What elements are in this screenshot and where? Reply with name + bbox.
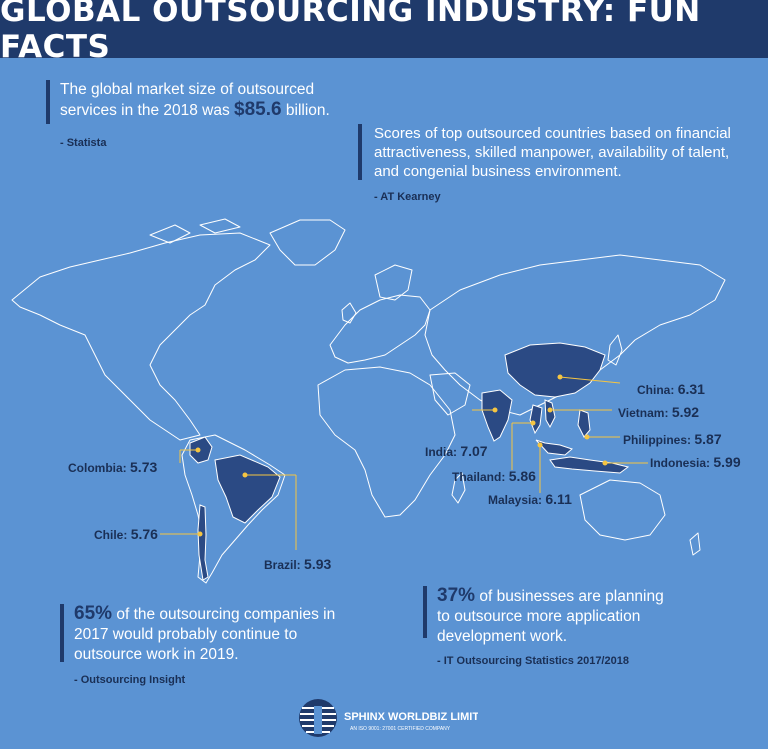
country-score: 5.86 (508, 468, 536, 484)
marker-chile (197, 531, 203, 537)
fact-source: - IT Outsourcing Statistics 2017/2018 (437, 655, 629, 667)
fact-application: 37% of businesses are planning to outsou… (423, 586, 673, 647)
country-name: Chile: (94, 528, 128, 542)
fact-market-size: The global market size of outsourced ser… (46, 80, 346, 124)
country-score: 5.92 (671, 404, 700, 420)
fact-highlight: 65% (74, 603, 113, 624)
fact-text-before: The global market size of outsourced ser… (60, 81, 315, 119)
europe (329, 294, 431, 364)
malaysia-shape (535, 439, 573, 456)
fact-text: The global market size of outsourced ser… (60, 80, 346, 121)
country-score: 7.07 (460, 443, 488, 459)
fact-text: 65% of the outsourcing companies in 2017… (74, 604, 350, 665)
madagascar (451, 472, 466, 504)
india-shape (481, 389, 513, 442)
country-score: 5.93 (304, 556, 332, 572)
country-name: Philippines: (623, 433, 692, 447)
chile-shape (197, 504, 209, 581)
colombia-shape (189, 436, 213, 464)
marker-indonesia (602, 460, 608, 466)
fact-text: 37% of businesses are planning to outsou… (437, 586, 673, 647)
country-name: Brazil: (264, 558, 301, 572)
page-title: GLOBAL OUTSOURCING INDUSTRY: FUN FACTS (0, 0, 701, 65)
label-philippines: Philippines: 5.87 (623, 431, 722, 447)
label-indonesia: Indonesia: 5.99 (650, 454, 741, 470)
marker-india (492, 407, 498, 413)
country-score: 5.73 (130, 459, 158, 475)
thailand-shape (529, 404, 543, 435)
fact-scores: Scores of top outsourced countries based… (358, 124, 748, 181)
label-thailand: Thailand: 5.86 (452, 468, 536, 484)
fact-continue: 65% of the outsourcing companies in 2017… (60, 604, 350, 665)
marker-malaysia (537, 442, 543, 448)
country-name: China: (637, 383, 675, 397)
country-score: 6.11 (545, 491, 572, 507)
country-score: 5.99 (713, 454, 741, 470)
country-name: Colombia: (68, 461, 127, 475)
fact-source: - AT Kearney (374, 191, 441, 203)
fact-source: - Outsourcing Insight (74, 674, 186, 686)
country-score: 6.31 (677, 381, 705, 397)
asia (424, 254, 726, 416)
australia (579, 479, 666, 541)
world-map (11, 218, 726, 584)
marker-china (557, 374, 563, 380)
south-america (181, 434, 286, 584)
fact-text-body: of businesses are planning to outsource … (437, 588, 664, 645)
country-score: 5.76 (130, 526, 158, 542)
marker-brazil (242, 472, 248, 478)
header: GLOBAL OUTSOURCING INDUSTRY: FUN FACTS (0, 0, 768, 65)
label-colombia: Colombia: 5.73 (68, 459, 157, 475)
logo-tagline: AN ISO 9001: 27001 CERTIFIED COMPANY (350, 726, 451, 732)
japan (607, 334, 623, 366)
fact-text-after: billion. (281, 102, 330, 119)
fact-highlight: $85.6 (234, 99, 282, 120)
greenland (269, 219, 346, 266)
indonesia-shape (549, 456, 630, 474)
fact-source: - Statista (60, 137, 107, 149)
china-shape (504, 342, 606, 398)
africa (317, 366, 456, 518)
new-zealand (689, 532, 701, 556)
logo-name: SPHINX WORLDBIZ LIMITED (344, 711, 478, 723)
leader-china (559, 376, 621, 384)
country-name: Indonesia: (650, 456, 711, 470)
scandinavia (374, 264, 413, 301)
uk (341, 302, 357, 324)
north-america (11, 232, 271, 441)
country-name: Vietnam: (618, 406, 669, 420)
fact-bar (60, 604, 64, 662)
fact-text-body: of the outsourcing companies in 2017 wou… (74, 606, 336, 663)
brazil-shape (214, 454, 281, 524)
label-malaysia: Malaysia: 6.11 (488, 491, 572, 507)
vietnam-shape (544, 399, 556, 429)
fact-bar (423, 586, 427, 638)
label-chile: Chile: 5.76 (94, 526, 158, 542)
country-score: 5.87 (694, 431, 722, 447)
fact-bar (358, 124, 362, 180)
canada-islands (149, 218, 241, 244)
label-china: China: 6.31 (637, 381, 705, 397)
label-india: India: 7.07 (425, 443, 488, 459)
fact-bar (46, 80, 50, 124)
label-vietnam: Vietnam: 5.92 (618, 404, 699, 420)
country-name: India: (425, 445, 457, 459)
philippines-shape (577, 409, 591, 438)
marker-vietnam (547, 407, 553, 413)
marker-philippines (584, 434, 590, 440)
fact-text: Scores of top outsourced countries based… (374, 125, 731, 180)
company-logo: SPHINX WORLDBIZ LIMITED AN ISO 9001: 270… (298, 698, 494, 740)
marker-thailand (530, 420, 536, 426)
logo-graphic: SPHINX WORLDBIZ LIMITED AN ISO 9001: 270… (299, 699, 494, 737)
arabia (429, 372, 471, 416)
label-brazil: Brazil: 5.93 (264, 556, 331, 572)
country-name: Thailand: (452, 470, 506, 484)
fact-highlight: 37% (437, 585, 476, 606)
country-name: Malaysia: (488, 493, 543, 507)
marker-colombia (195, 447, 201, 453)
